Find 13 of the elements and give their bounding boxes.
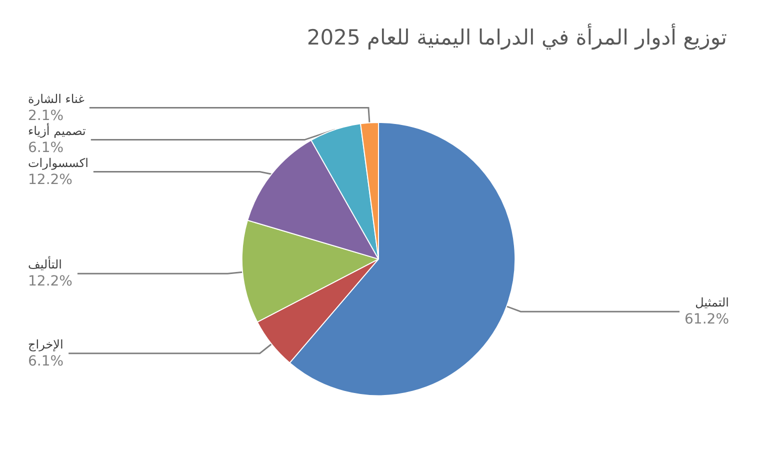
slice-label: الإخراج <box>28 337 64 352</box>
slice-label: تصميم أزياء <box>28 122 86 138</box>
slice-label: التأليف <box>28 256 62 272</box>
data-label: 6.1% <box>28 140 64 156</box>
chart-title: توزيع أدوار المرأة في الدراما اليمنية للعام 2025 <box>306 24 728 50</box>
slice-label: التمثيل <box>695 296 729 310</box>
data-label: 2.1% <box>28 108 64 124</box>
data-label: 61.2% <box>684 312 729 328</box>
slice-label: اكسسوارات <box>28 156 88 170</box>
data-label: 6.1% <box>28 353 64 370</box>
data-label: 12.2% <box>28 274 72 290</box>
slice-label: غناء الشارة <box>28 92 84 106</box>
data-label: 12.2% <box>28 172 72 188</box>
